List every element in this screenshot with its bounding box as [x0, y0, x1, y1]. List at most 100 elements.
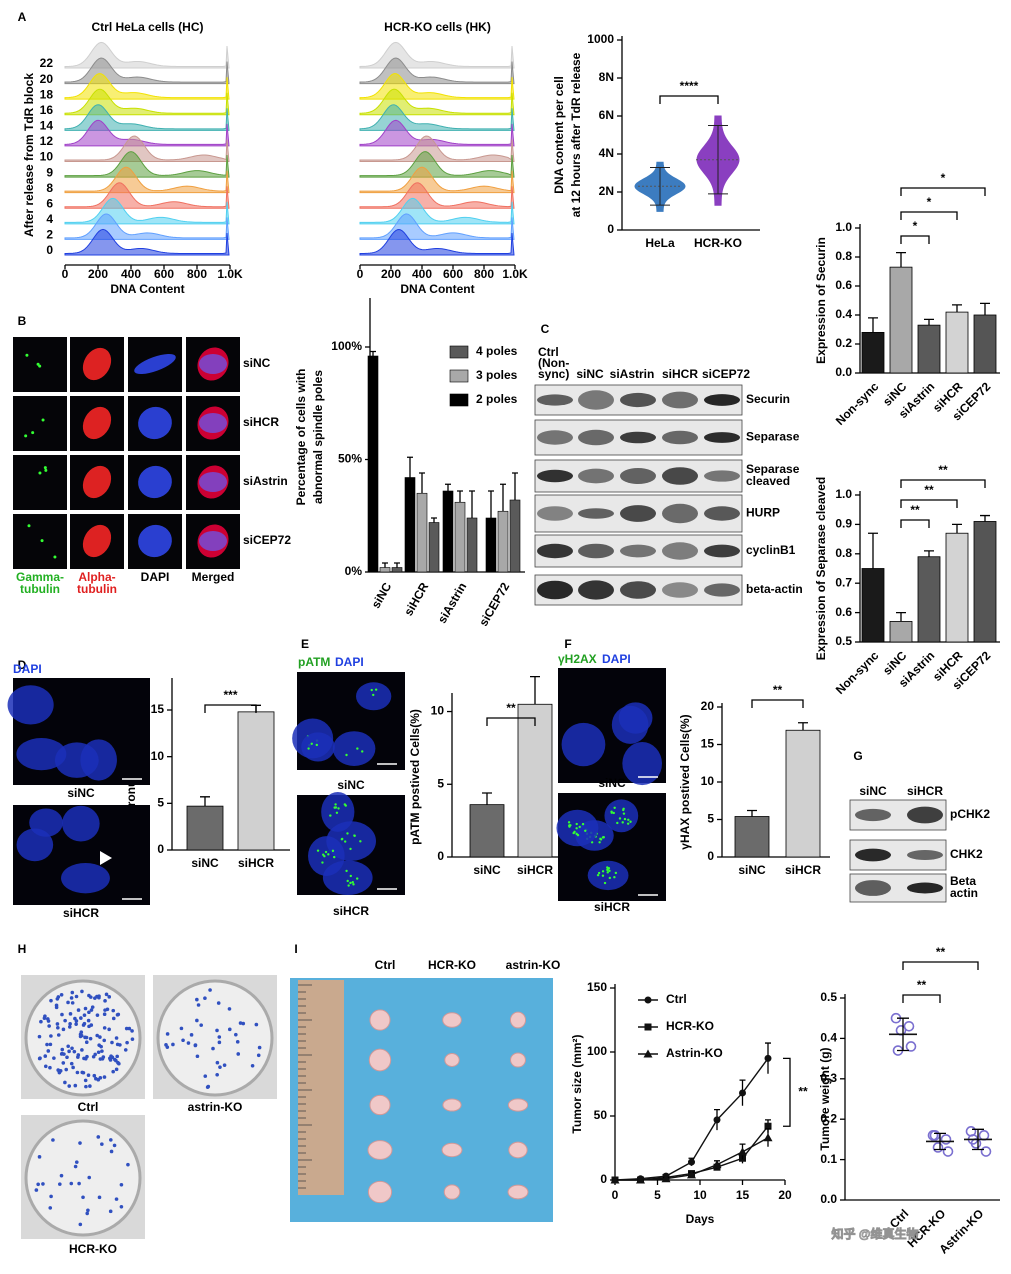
colony	[117, 1061, 121, 1066]
column-label: Alpha-	[78, 570, 115, 584]
y-tick-label: 22	[40, 56, 54, 70]
y-tick-label: 100	[587, 1044, 607, 1058]
colony	[215, 1028, 219, 1033]
chromatin	[199, 531, 227, 551]
image-label: siNC	[337, 778, 365, 792]
bar	[391, 567, 403, 573]
y-tick-label: 20	[701, 699, 715, 713]
foci	[361, 750, 364, 753]
data-point	[980, 1146, 992, 1157]
colony	[49, 1034, 53, 1038]
y-axis-label: After release from TdR block	[22, 73, 36, 237]
error-bar	[934, 1132, 946, 1151]
foci	[352, 883, 355, 886]
lane-label: siHCR	[662, 367, 698, 381]
legend-label: 2 poles	[476, 392, 518, 406]
dish-label: HCR-KO	[69, 1242, 117, 1256]
y-tick-label: 0.6	[835, 605, 852, 619]
colony	[91, 1054, 96, 1059]
colony	[111, 1016, 116, 1021]
foci	[578, 825, 581, 829]
colony	[51, 1138, 55, 1142]
blot-band	[704, 432, 740, 443]
bar	[945, 311, 969, 374]
foci	[608, 876, 612, 880]
bar	[379, 567, 391, 573]
foci	[335, 811, 339, 814]
colony	[103, 1008, 107, 1012]
lane-label: siNC	[859, 784, 887, 798]
x-tick-label: 20	[778, 1188, 792, 1202]
colony	[74, 1019, 79, 1023]
y-tick-label: 5	[707, 812, 714, 826]
legend-swatch	[449, 345, 469, 359]
error-bar	[972, 1128, 984, 1151]
colony	[222, 1063, 227, 1067]
error-bar	[952, 523, 962, 534]
tumor	[369, 1009, 391, 1031]
colony	[84, 1040, 89, 1045]
colony	[124, 1026, 129, 1031]
y-tick-label: 6N	[599, 108, 614, 122]
y-tick-label: 1.0	[835, 220, 852, 234]
foci	[590, 841, 594, 844]
y-axis-label: at 12 hours after TdR release	[569, 52, 583, 217]
foci	[602, 836, 605, 839]
significance-label: **	[924, 483, 934, 497]
colony	[79, 1030, 84, 1035]
colony	[88, 1036, 93, 1041]
bar	[917, 324, 941, 374]
y-tick-label: 0.4	[820, 1031, 837, 1045]
significance-bracket	[900, 519, 930, 528]
colony	[39, 1019, 43, 1024]
colony	[126, 1162, 130, 1167]
bar	[973, 521, 997, 643]
row-label: siHCR	[243, 415, 279, 429]
colony	[70, 990, 75, 995]
bar	[917, 556, 941, 643]
nucleus	[332, 731, 376, 766]
bar	[861, 331, 885, 374]
y-tick-label: 0.8	[835, 249, 852, 263]
x-tick-label: 0	[612, 1188, 619, 1202]
colony	[216, 1001, 221, 1005]
colony	[102, 1026, 107, 1030]
column-label: Gamma-	[16, 570, 64, 584]
colony	[96, 1135, 101, 1139]
y-tick-label: 50	[594, 1108, 608, 1122]
centrosome	[36, 362, 40, 366]
y-tick-label: 0.4	[835, 307, 852, 321]
row-label: siAstrin	[243, 474, 288, 488]
foci	[622, 812, 626, 815]
colony	[66, 1044, 70, 1049]
y-tick-label: 6	[46, 196, 53, 210]
centrosome	[25, 353, 29, 357]
colony	[81, 1070, 86, 1075]
foci	[575, 827, 578, 830]
colony	[116, 1012, 121, 1017]
x-tick-label: 600	[443, 267, 463, 281]
foci	[614, 871, 618, 875]
foci	[606, 871, 609, 874]
colony	[179, 1026, 184, 1031]
colony	[119, 1204, 124, 1209]
y-tick-label: 8N	[599, 70, 614, 84]
nucleus	[561, 722, 606, 767]
colony	[111, 1008, 116, 1013]
blot-band	[578, 508, 614, 519]
watermark: 知乎 @维真生物	[830, 1226, 918, 1241]
bar	[416, 492, 428, 573]
foci	[340, 838, 344, 841]
colony	[114, 1197, 119, 1201]
histogram-curve	[64, 228, 230, 256]
colony	[87, 1024, 91, 1029]
band-label: cleaved	[746, 474, 790, 488]
foci	[621, 821, 624, 824]
blot-band	[537, 543, 573, 559]
colony	[48, 1065, 52, 1070]
y-tick-label: 0.0	[835, 365, 852, 379]
colony	[68, 1012, 73, 1016]
y-tick-label: 0.3	[820, 1071, 837, 1085]
colony	[218, 1065, 222, 1069]
y-axis-label: Tumor size (mm²)	[570, 1034, 584, 1133]
